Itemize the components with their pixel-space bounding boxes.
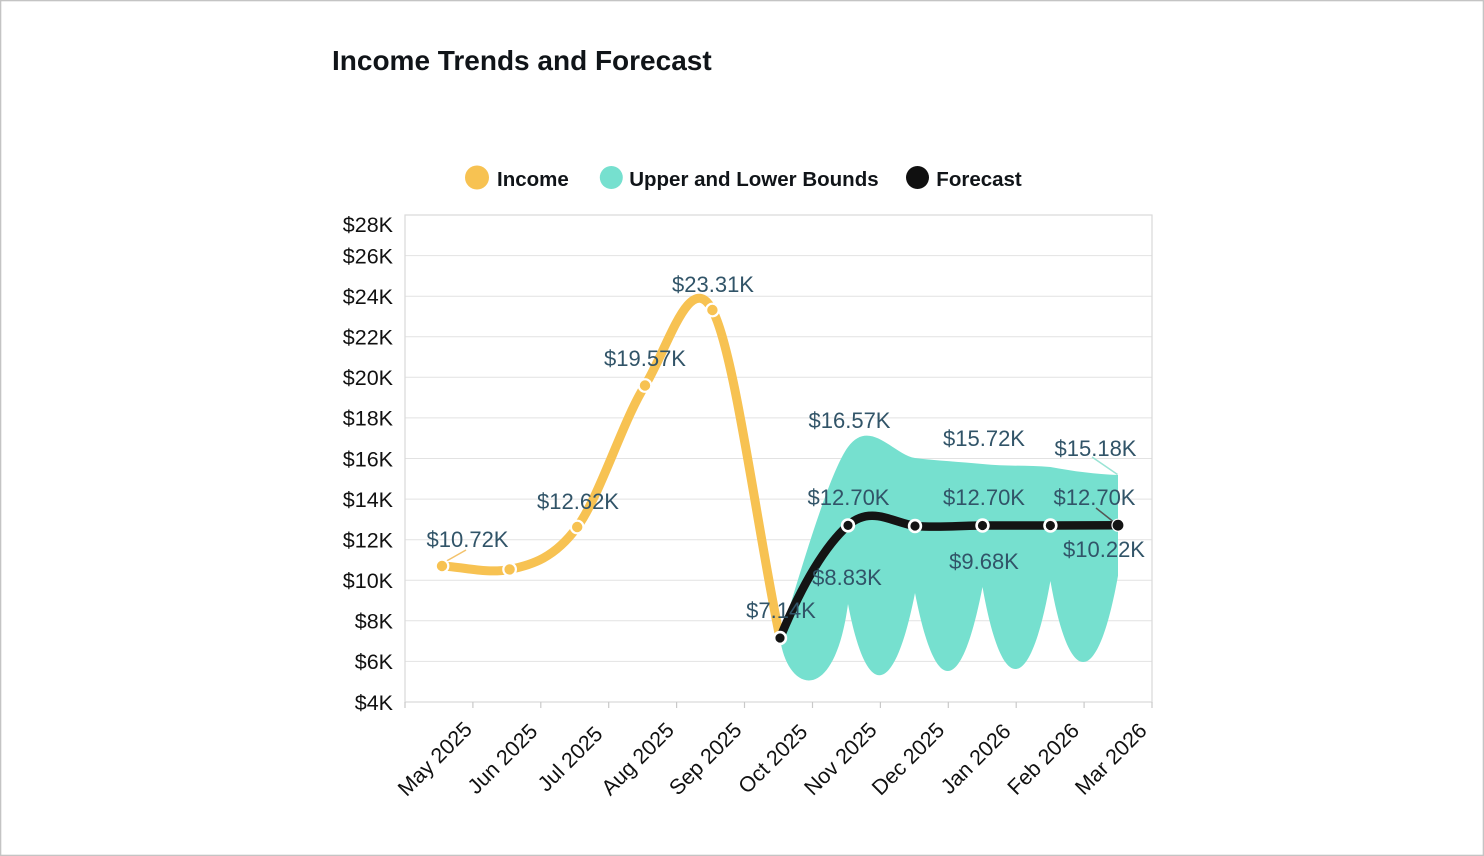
svg-text:$9.68K: $9.68K [949, 549, 1019, 574]
svg-text:$20K: $20K [343, 366, 394, 390]
svg-text:$12K: $12K [343, 529, 394, 553]
svg-text:Income: Income [497, 168, 569, 191]
svg-text:Upper and Lower Bounds: Upper and Lower Bounds [629, 168, 878, 191]
svg-text:$10.22K: $10.22K [1063, 537, 1145, 562]
svg-text:$24K: $24K [343, 285, 394, 309]
svg-text:$22K: $22K [343, 326, 394, 350]
svg-text:$16K: $16K [343, 447, 394, 471]
svg-text:$12.70K: $12.70K [1054, 485, 1136, 510]
svg-text:$12.70K: $12.70K [808, 485, 890, 510]
svg-text:$8.83K: $8.83K [812, 565, 882, 590]
svg-text:$15.72K: $15.72K [943, 426, 1025, 451]
svg-text:$7.14K: $7.14K [746, 598, 816, 623]
svg-text:$12.70K: $12.70K [943, 485, 1025, 510]
svg-text:$14K: $14K [343, 488, 394, 512]
svg-text:$23.31K: $23.31K [672, 272, 754, 297]
svg-text:$18K: $18K [343, 407, 394, 431]
svg-text:$16.57K: $16.57K [809, 408, 891, 433]
svg-text:$4K: $4K [355, 691, 394, 715]
svg-text:$28K: $28K [343, 213, 394, 237]
svg-text:$12.62K: $12.62K [537, 489, 619, 514]
svg-text:$15.18K: $15.18K [1055, 436, 1137, 461]
svg-text:Income Trends and Forecast: Income Trends and Forecast [332, 45, 712, 76]
svg-text:Forecast: Forecast [936, 168, 1022, 191]
svg-text:$19.57K: $19.57K [604, 346, 686, 371]
svg-text:$10.72K: $10.72K [427, 527, 509, 552]
svg-text:$10K: $10K [343, 569, 394, 593]
svg-text:$6K: $6K [355, 650, 394, 674]
svg-text:$8K: $8K [355, 610, 394, 634]
svg-text:$26K: $26K [343, 244, 394, 268]
